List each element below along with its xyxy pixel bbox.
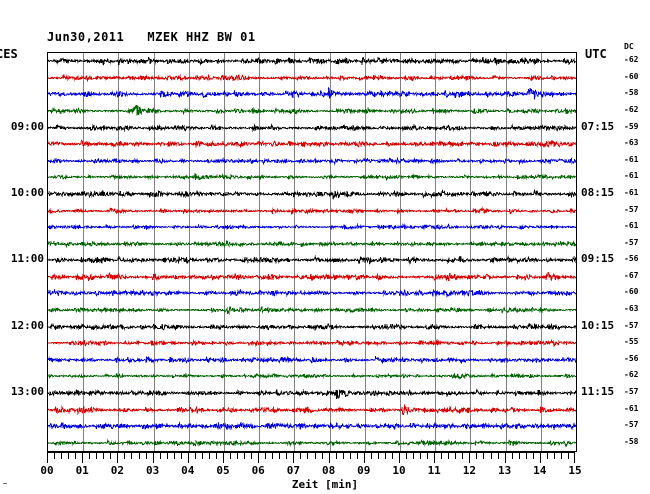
grid-line-minute-06: [259, 53, 260, 451]
x-tick-label-12: 12: [462, 464, 477, 477]
dc-value-5: -63: [624, 138, 639, 148]
dc-value-18: -56: [624, 353, 639, 363]
dc-value-16: -57: [624, 320, 639, 330]
dc-axis-label: DC: [624, 42, 634, 51]
seismic-trace-10: [48, 223, 576, 231]
x-tick-label-01: 01: [75, 464, 89, 477]
seismic-trace-2: [48, 86, 576, 100]
x-tick-label-03: 03: [145, 464, 160, 477]
seismic-trace-9: [48, 206, 576, 215]
page-title: Jun30,2011 MZEK HHZ BW 01: [47, 30, 256, 44]
dc-value-9: -57: [624, 204, 639, 214]
seismic-trace-1: [48, 73, 576, 82]
dc-value-22: -57: [624, 420, 639, 430]
seismic-trace-4: [48, 122, 576, 132]
hour-label-left-0900: 09:00: [10, 119, 44, 133]
seismic-trace-6: [48, 156, 576, 166]
seismic-trace-19: [48, 372, 576, 381]
grid-line-minute-12: [470, 53, 471, 451]
dc-value-8: -61: [624, 187, 639, 197]
hour-label-right-1015: 10:15: [581, 318, 615, 332]
x-tick-label-00: 00: [40, 464, 54, 477]
dc-value-1: -60: [624, 71, 639, 81]
seismic-trace-5: [48, 139, 576, 149]
hour-label-right-0815: 08:15: [581, 185, 615, 199]
grid-line-minute-11: [435, 53, 436, 451]
left-axis-label: CES: [0, 47, 18, 61]
seismogram-plot-area: [47, 52, 577, 452]
corner-mark: ~: [3, 480, 8, 488]
dc-value-23: -58: [624, 436, 639, 446]
x-axis-tick-marks: [47, 452, 575, 463]
dc-value-20: -57: [624, 386, 639, 396]
grid-line-minute-13: [506, 53, 507, 451]
x-tick-label-09: 09: [357, 464, 371, 477]
dc-value-2: -58: [624, 88, 639, 98]
seismic-trace-12: [48, 255, 576, 266]
dc-value-3: -62: [624, 105, 639, 115]
seismic-trace-16: [48, 322, 576, 331]
hour-label-left-1300: 13:00: [10, 384, 44, 398]
seismic-trace-18: [48, 355, 576, 365]
seismic-trace-3: [48, 104, 576, 116]
dc-value-6: -61: [624, 154, 639, 164]
x-tick-label-02: 02: [110, 464, 125, 477]
seismic-trace-22: [48, 421, 576, 431]
seismic-trace-21: [48, 403, 576, 415]
x-tick-label-13: 13: [497, 464, 512, 477]
x-tick-label-11: 11: [427, 464, 441, 477]
right-axis-label: UTC: [585, 47, 607, 61]
grid-line-minute-09: [365, 53, 366, 451]
seismic-trace-14: [48, 288, 576, 299]
grid-line-minute-05: [224, 53, 225, 451]
x-tick-label-05: 05: [216, 464, 230, 477]
hour-label-right-0715: 07:15: [581, 119, 615, 133]
dc-value-4: -59: [624, 121, 639, 131]
dc-value-7: -61: [624, 171, 639, 181]
dc-value-13: -67: [624, 270, 639, 280]
x-axis-title: Zeit [min]: [291, 478, 359, 491]
seismic-trace-15: [48, 305, 576, 316]
x-tick-label-15: 15: [568, 464, 582, 477]
dc-value-21: -61: [624, 403, 639, 413]
dc-value-19: -62: [624, 370, 639, 380]
hour-label-right-1115: 11:15: [581, 384, 615, 398]
grid-line-minute-02: [118, 53, 119, 451]
dc-value-17: -55: [624, 337, 639, 347]
hour-label-right-0915: 09:15: [581, 252, 615, 266]
x-axis-ruler: [47, 452, 577, 466]
hour-label-left-1000: 10:00: [10, 185, 44, 199]
seismic-trace-13: [48, 271, 576, 282]
grid-line-minute-08: [330, 53, 331, 451]
x-tick-label-04: 04: [181, 464, 195, 477]
seismic-trace-0: [48, 56, 576, 67]
dc-value-0: -62: [624, 55, 639, 65]
grid-line-minute-04: [189, 53, 190, 451]
seismic-trace-23: [48, 438, 576, 447]
dc-value-14: -60: [624, 287, 639, 297]
dc-value-15: -63: [624, 304, 639, 314]
dc-value-12: -56: [624, 254, 639, 264]
seismic-trace-11: [48, 239, 576, 249]
grid-line-minute-01: [83, 53, 84, 451]
hour-label-left-1200: 12:00: [10, 318, 44, 332]
dc-value-11: -57: [624, 237, 639, 247]
seismic-trace-17: [48, 338, 576, 348]
dc-value-10: -61: [624, 221, 639, 231]
grid-line-minute-07: [294, 53, 295, 451]
hour-label-left-1100: 11:00: [10, 252, 44, 266]
x-tick-label-07: 07: [286, 464, 301, 477]
x-tick-label-06: 06: [251, 464, 265, 477]
seismic-trace-7: [48, 173, 576, 182]
grid-line-minute-10: [400, 53, 401, 451]
seismic-trace-20: [48, 388, 576, 399]
seismic-trace-8: [48, 188, 576, 201]
x-tick-label-08: 08: [321, 464, 336, 477]
x-tick-label-14: 14: [533, 464, 547, 477]
grid-line-minute-03: [154, 53, 155, 451]
grid-line-minute-14: [541, 53, 542, 451]
x-tick-label-10: 10: [392, 464, 406, 477]
